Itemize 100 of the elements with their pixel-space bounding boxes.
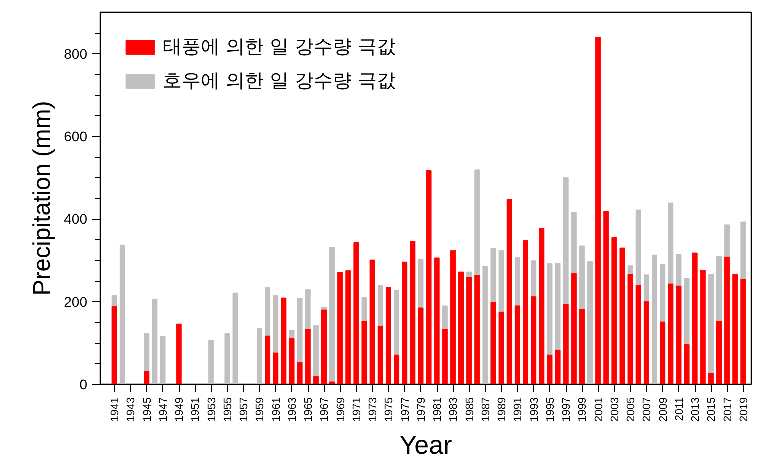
bar xyxy=(620,248,626,384)
bar xyxy=(514,306,520,384)
bar xyxy=(256,328,262,384)
x-tick-label: 1997 xyxy=(561,397,574,422)
x-tick-label: 1977 xyxy=(400,397,412,422)
bar xyxy=(458,272,464,384)
x-tick-label: 1955 xyxy=(222,397,234,422)
bar xyxy=(265,336,271,384)
x-tick-label: 1963 xyxy=(286,397,299,422)
x-tick-label: 1975 xyxy=(384,397,396,422)
x-tick-label: 1943 xyxy=(126,397,138,422)
bar xyxy=(563,304,569,384)
bar xyxy=(273,352,279,384)
x-tick-label: 1959 xyxy=(254,397,267,422)
bar xyxy=(692,252,698,384)
x-tick-label: 1949 xyxy=(174,397,186,422)
x-tick-label: 2001 xyxy=(593,397,606,422)
bar xyxy=(716,321,722,384)
legend-label: 호우에 의한 일 강수량 극값 xyxy=(163,69,396,94)
x-tick-label: 1973 xyxy=(368,397,380,422)
x-tick-label: 1947 xyxy=(158,397,170,422)
y-tick-label: 200 xyxy=(64,294,88,310)
bar xyxy=(555,350,561,384)
bar xyxy=(571,273,577,384)
bar xyxy=(579,309,585,384)
bar xyxy=(330,382,336,384)
y-tick-label: 600 xyxy=(64,128,88,144)
bar xyxy=(506,199,512,384)
x-tick-label: 2003 xyxy=(609,397,622,422)
x-tick-label: 1967 xyxy=(319,397,332,422)
x-tick-label: 2009 xyxy=(658,397,670,422)
bar xyxy=(394,354,400,384)
bar xyxy=(402,262,408,384)
bar xyxy=(740,279,746,384)
x-tick-label: 2017 xyxy=(722,397,734,422)
x-tick-label: 2011 xyxy=(674,398,686,422)
x-tick-label: 1971 xyxy=(351,397,364,422)
bar xyxy=(160,336,166,384)
bar xyxy=(604,211,610,384)
bar xyxy=(386,288,392,384)
x-tick-label: 1991 xyxy=(512,397,525,422)
y-tick-label: 0 xyxy=(80,376,88,392)
bar xyxy=(338,272,344,384)
bar xyxy=(708,373,714,384)
bar xyxy=(652,254,658,384)
x-tick-label: 2007 xyxy=(642,397,654,422)
bar xyxy=(410,241,416,384)
x-tick-label: 2005 xyxy=(626,397,638,422)
bar xyxy=(596,37,602,384)
bar xyxy=(434,258,440,384)
y-axis-title: Precipitation (mm) xyxy=(29,101,56,296)
legend-label: 태풍에 의한 일 강수량 극값 xyxy=(163,35,396,60)
x-tick-label: 1965 xyxy=(303,397,316,422)
bar xyxy=(120,244,126,384)
bar xyxy=(346,270,352,384)
bar xyxy=(232,292,238,384)
bar xyxy=(224,333,230,384)
bar xyxy=(482,266,488,384)
bar xyxy=(523,240,529,384)
bar xyxy=(474,275,480,384)
bar xyxy=(588,261,594,384)
bar xyxy=(547,354,553,384)
bar xyxy=(442,329,448,384)
bar xyxy=(668,284,674,384)
x-tick-label: 1983 xyxy=(448,397,460,422)
bar xyxy=(176,324,182,384)
x-tick-label: 1993 xyxy=(528,397,541,422)
x-tick-label: 1981 xyxy=(432,397,444,422)
bar xyxy=(450,250,456,384)
x-tick-label: 1969 xyxy=(335,397,348,422)
bar xyxy=(152,299,158,384)
bar xyxy=(700,270,706,384)
x-tick-label: 1945 xyxy=(142,397,154,422)
bar xyxy=(612,238,618,384)
bar xyxy=(144,371,150,384)
bar xyxy=(636,285,642,384)
x-tick-label: 1941 xyxy=(110,397,122,422)
bar xyxy=(644,302,650,384)
x-tick-label: 1995 xyxy=(544,397,557,422)
x-tick-label: 1979 xyxy=(416,397,428,422)
bar xyxy=(362,321,368,384)
bar xyxy=(418,308,424,384)
y-tick-label: 800 xyxy=(64,46,88,62)
bar xyxy=(378,326,384,384)
bar xyxy=(676,286,682,384)
bar xyxy=(313,376,319,384)
x-tick-label: 1953 xyxy=(206,397,218,422)
y-tick-label: 400 xyxy=(64,211,88,228)
x-tick-label: 1999 xyxy=(577,397,590,422)
x-tick-label: 1951 xyxy=(190,397,202,422)
bar xyxy=(354,242,360,384)
bar xyxy=(281,298,287,384)
x-axis-title: Year xyxy=(400,430,453,460)
bar xyxy=(684,344,690,384)
x-tick-label: 2015 xyxy=(706,397,718,422)
bar xyxy=(305,329,311,384)
x-tick-label: 1961 xyxy=(270,397,283,422)
x-tick-label: 1985 xyxy=(464,397,476,422)
bar xyxy=(732,274,738,384)
bar xyxy=(426,170,432,384)
